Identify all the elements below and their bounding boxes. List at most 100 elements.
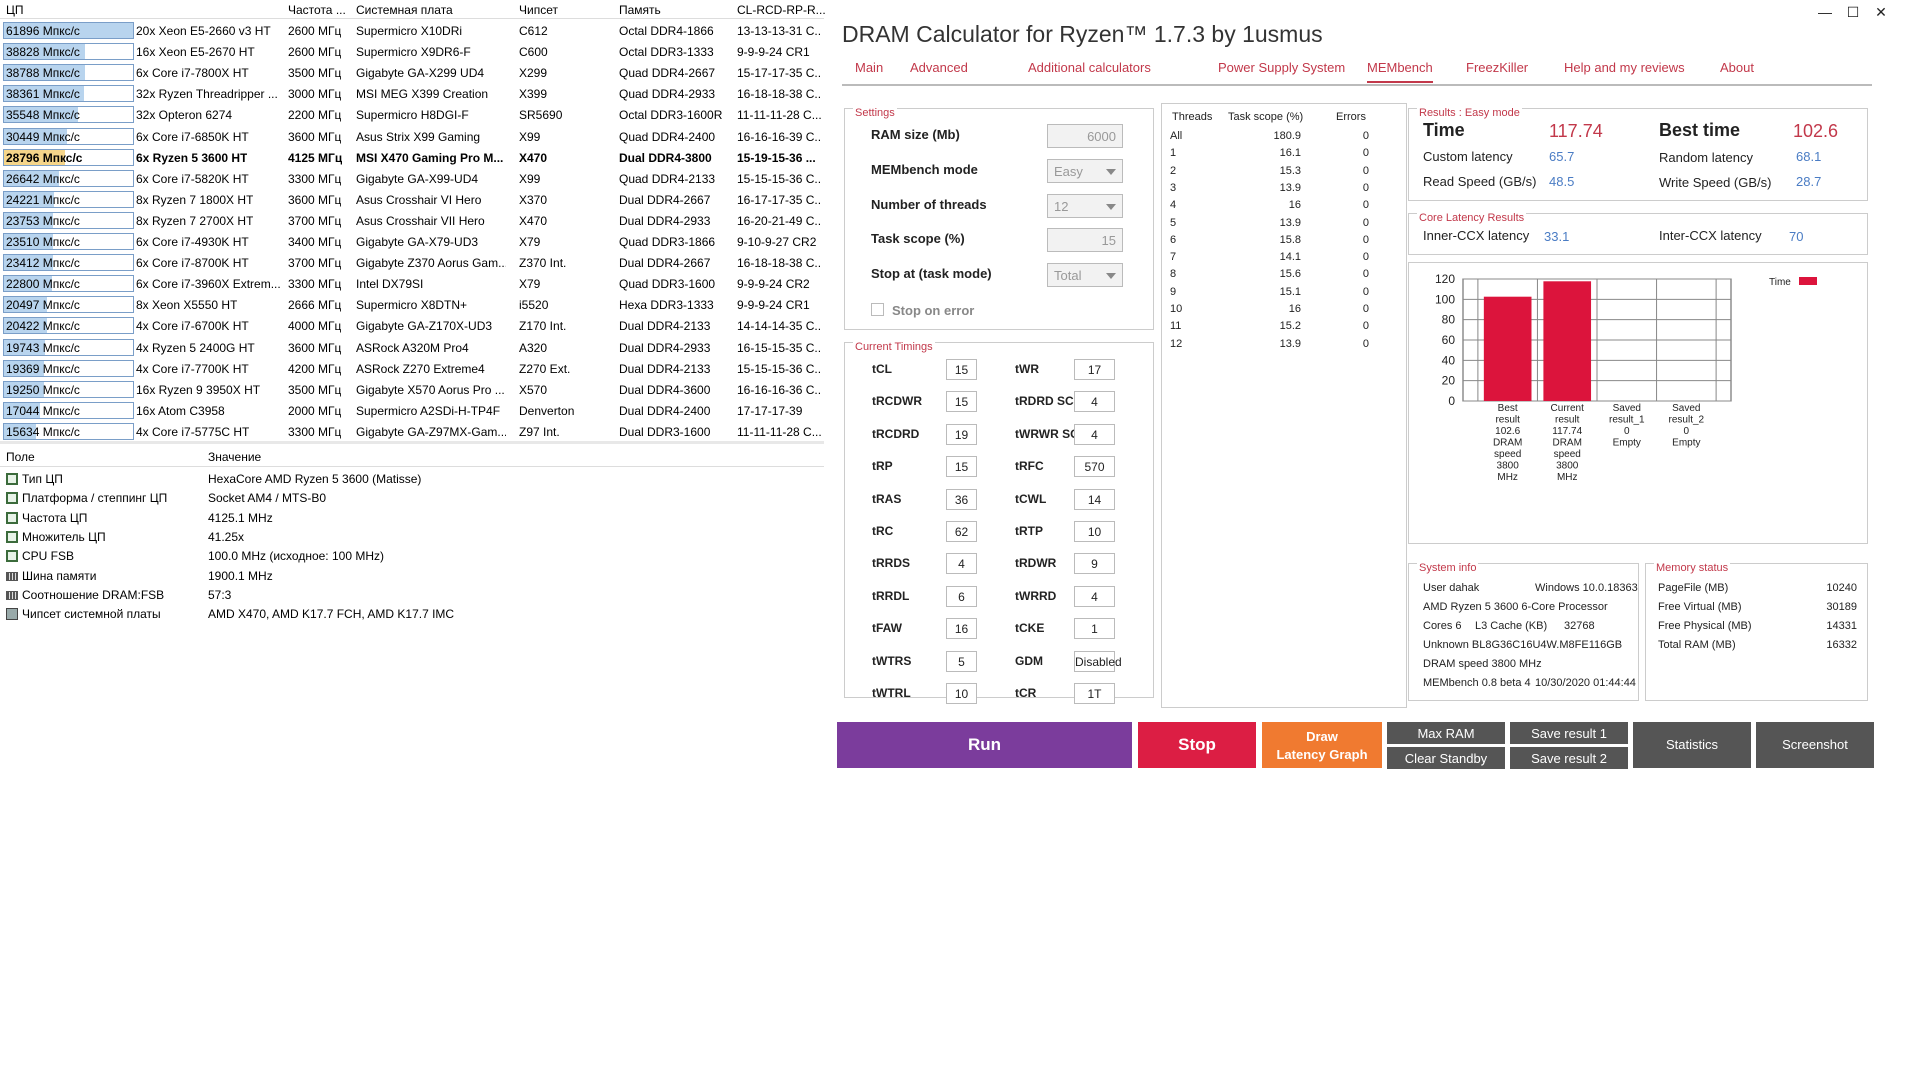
y-tick-label: 120: [1435, 272, 1455, 286]
property-field: Платформа / степпинг ЦП: [22, 491, 168, 506]
tab-main[interactable]: Main: [855, 60, 884, 75]
table-row[interactable]: 17044 Мпкс/с 16x Atom C3958 2000 МГц Superm…: [0, 400, 824, 421]
score-bar: 38828 Мпкс/с: [3, 43, 134, 61]
timing-label-tras: tRAS: [872, 491, 902, 506]
cell-board: ASRock Z270 Extreme4: [356, 361, 485, 376]
tab-about[interactable]: About: [1720, 60, 1754, 75]
table-row[interactable]: 19369 Мпкс/с 4x Core i7-7700K HT 4200 МГц A…: [0, 358, 824, 379]
cell-timing: 16-15-15-35 C...: [737, 340, 821, 355]
close-button[interactable]: ✕: [1875, 4, 1887, 20]
tab-freezkiller[interactable]: FreezKiller: [1466, 60, 1529, 75]
table-row[interactable]: 38788 Мпкс/с 6x Core i7-7800X HT 3500 МГц G…: [0, 62, 824, 83]
table-row[interactable]: 38361 Мпкс/с 32x Ryzen Threadripper ... 30…: [0, 83, 824, 104]
table-row[interactable]: 28796 Мпкс/с 6x Ryzen 5 3600 HT 4125 МГц MS…: [0, 147, 824, 168]
table-row[interactable]: 19250 Мпкс/с 16x Ryzen 9 3950X HT 3500 МГц…: [0, 379, 824, 400]
tab-help-and-reviews[interactable]: Help and my reviews: [1564, 60, 1685, 75]
property-row[interactable]: Платформа / степпинг ЦП Socket AM4 / MTS-…: [0, 488, 824, 507]
cell-freq: 2000 МГц: [288, 403, 342, 418]
time-label: Time: [1423, 120, 1465, 140]
table-row[interactable]: 61896 Мпкс/с 20x Xeon E5-2660 v3 HT 2600 М…: [0, 20, 824, 41]
ram-size-input[interactable]: 6000: [1047, 124, 1123, 148]
property-row[interactable]: Частота ЦП 4125.1 MHz: [0, 508, 824, 527]
draw-latency-graph-button[interactable]: Draw Latency Graph: [1262, 722, 1382, 768]
property-row[interactable]: Тип ЦП HexaCore AMD Ryzen 5 3600 (Matisse…: [0, 469, 824, 488]
max-ram-button[interactable]: Max RAM: [1387, 722, 1505, 744]
score-bar: 23753 Мпкс/с: [3, 211, 134, 229]
task-scope-input[interactable]: 15: [1047, 228, 1123, 252]
table-row[interactable]: 35548 Мпкс/с 32x Opteron 6274 2200 МГц Supe…: [0, 104, 824, 125]
cell-freq: 3700 МГц: [288, 256, 342, 271]
cell-board: Gigabyte GA-X79-UD3: [356, 235, 479, 249]
table-row[interactable]: 23510 Мпкс/с 6x Core i7-4930K HT 3400 МГц G…: [0, 231, 824, 252]
property-row[interactable]: Множитель ЦП 41.25x: [0, 527, 824, 546]
cell-timing: 15-15-15-36 C...: [737, 171, 821, 186]
core-latency-title: Core Latency Results: [1417, 212, 1527, 224]
property-value: 57:3: [208, 587, 232, 602]
membench-mode-select[interactable]: Easy: [1047, 159, 1123, 183]
x-tick-label: DRAM: [1493, 438, 1522, 449]
props-col-field[interactable]: Поле: [6, 450, 35, 464]
property-row[interactable]: Чипсет системной платы AMD X470, AMD K17.…: [0, 604, 824, 623]
table-row[interactable]: 38828 Мпкс/с 16x Xeon E5-2670 HT 2600 МГц S…: [0, 41, 824, 62]
inner-ccx-value: 33.1: [1544, 229, 1570, 244]
table-row[interactable]: 22800 Мпкс/с 6x Core i7-3960X Extrem... 33…: [0, 273, 824, 294]
score-fill: [4, 360, 44, 376]
property-row[interactable]: Соотношение DRAM:FSB 57:3: [0, 585, 824, 604]
tab-advanced[interactable]: Advanced: [910, 60, 968, 75]
col-board[interactable]: Системная плата: [356, 3, 453, 17]
thread-scope: 15.6: [1279, 268, 1301, 281]
sysinfo-dram-speed: DRAM speed 3800 MHz: [1423, 658, 1542, 670]
score-value: 17044 Мпкс/с: [6, 403, 80, 418]
table-row[interactable]: 23753 Мпкс/с 8x Ryzen 7 2700X HT 3700 МГц A…: [0, 210, 824, 231]
table-row[interactable]: 19743 Мпкс/с 4x Ryzen 5 2400G HT 3600 МГц A…: [0, 337, 824, 358]
table-row[interactable]: 26642 Мпкс/с 6x Core i7-5820K HT 3300 МГц G…: [0, 168, 824, 189]
table-row[interactable]: 30449 Мпкс/с 6x Core i7-6850K HT 3600 МГц A…: [0, 126, 824, 147]
screenshot-button[interactable]: Screenshot: [1756, 722, 1874, 768]
tab-additional-calculators[interactable]: Additional calculators: [1028, 60, 1151, 75]
stop-at-select[interactable]: Total: [1047, 263, 1123, 287]
score-bar: 24221 Мпкс/с: [3, 190, 134, 208]
col-chipset[interactable]: Чипсет: [519, 3, 558, 17]
score-value: 24221 Мпкс/с: [6, 192, 80, 207]
cell-chipset: Z270 Ext.: [519, 361, 571, 376]
props-col-value[interactable]: Значение: [208, 450, 262, 464]
cell-chipset: X79: [519, 235, 541, 249]
properties-header: Поле Значение: [0, 447, 824, 467]
col-memory[interactable]: Память: [619, 3, 661, 17]
tab-membench[interactable]: MEMbench: [1367, 60, 1433, 83]
property-row[interactable]: CPU FSB 100.0 MHz (исходное: 100 MHz): [0, 546, 824, 565]
col-cpu[interactable]: ЦП: [6, 3, 24, 17]
cell-chipset: X570: [519, 382, 548, 397]
table-row[interactable]: 23412 Мпкс/с 6x Core i7-8700K HT 3700 МГц G…: [0, 252, 824, 273]
timing-label-gdm: GDM: [1015, 653, 1043, 668]
x-tick-label: 3800: [1556, 461, 1579, 472]
x-tick-label: speed: [1494, 449, 1521, 460]
col-timings[interactable]: CL-RCD-RP-R...: [737, 3, 826, 17]
save-result-2-button[interactable]: Save result 2: [1510, 747, 1628, 769]
run-button[interactable]: Run: [837, 722, 1132, 768]
maximize-button[interactable]: ☐: [1846, 4, 1860, 20]
cell-board: Intel DX79SI: [356, 277, 424, 292]
stop-on-error-checkbox[interactable]: [871, 303, 884, 316]
property-row[interactable]: Шина памяти 1900.1 MHz: [0, 566, 824, 585]
memory-status-panel: Memory status PageFile (MB) 10240 Free Vir…: [1645, 562, 1868, 701]
clear-standby-button[interactable]: Clear Standby: [1387, 747, 1505, 769]
score-value: 30449 Мпкс/с: [6, 129, 80, 144]
minimize-button[interactable]: —: [1818, 4, 1832, 20]
table-row[interactable]: 20497 Мпкс/с 8x Xeon X5550 HT 2666 МГц Supe…: [0, 294, 824, 315]
stop-button[interactable]: Stop: [1138, 722, 1256, 768]
save-result-1-button[interactable]: Save result 1: [1510, 722, 1628, 744]
cell-mem: Dual DDR4-2667: [619, 256, 711, 271]
score-bar: 20422 Мпкс/с: [3, 317, 134, 335]
splitter[interactable]: [0, 441, 824, 444]
cell-freq: 3600 МГц: [288, 192, 342, 207]
table-row[interactable]: 15634 Мпкс/с 4x Core i7-5775C HT 3300 МГц G…: [0, 421, 824, 442]
col-freq[interactable]: Частота ...: [288, 3, 346, 17]
x-tick-label: Empty: [1613, 438, 1641, 449]
statistics-button[interactable]: Statistics: [1633, 722, 1751, 768]
property-field: CPU FSB: [22, 549, 75, 564]
tab-power-supply-system[interactable]: Power Supply System: [1218, 60, 1346, 75]
table-row[interactable]: 20422 Мпкс/с 4x Core i7-6700K HT 4000 МГц G…: [0, 315, 824, 336]
threads-select[interactable]: 12: [1047, 194, 1123, 218]
table-row[interactable]: 24221 Мпкс/с 8x Ryzen 7 1800X HT 3600 МГц A…: [0, 189, 824, 210]
